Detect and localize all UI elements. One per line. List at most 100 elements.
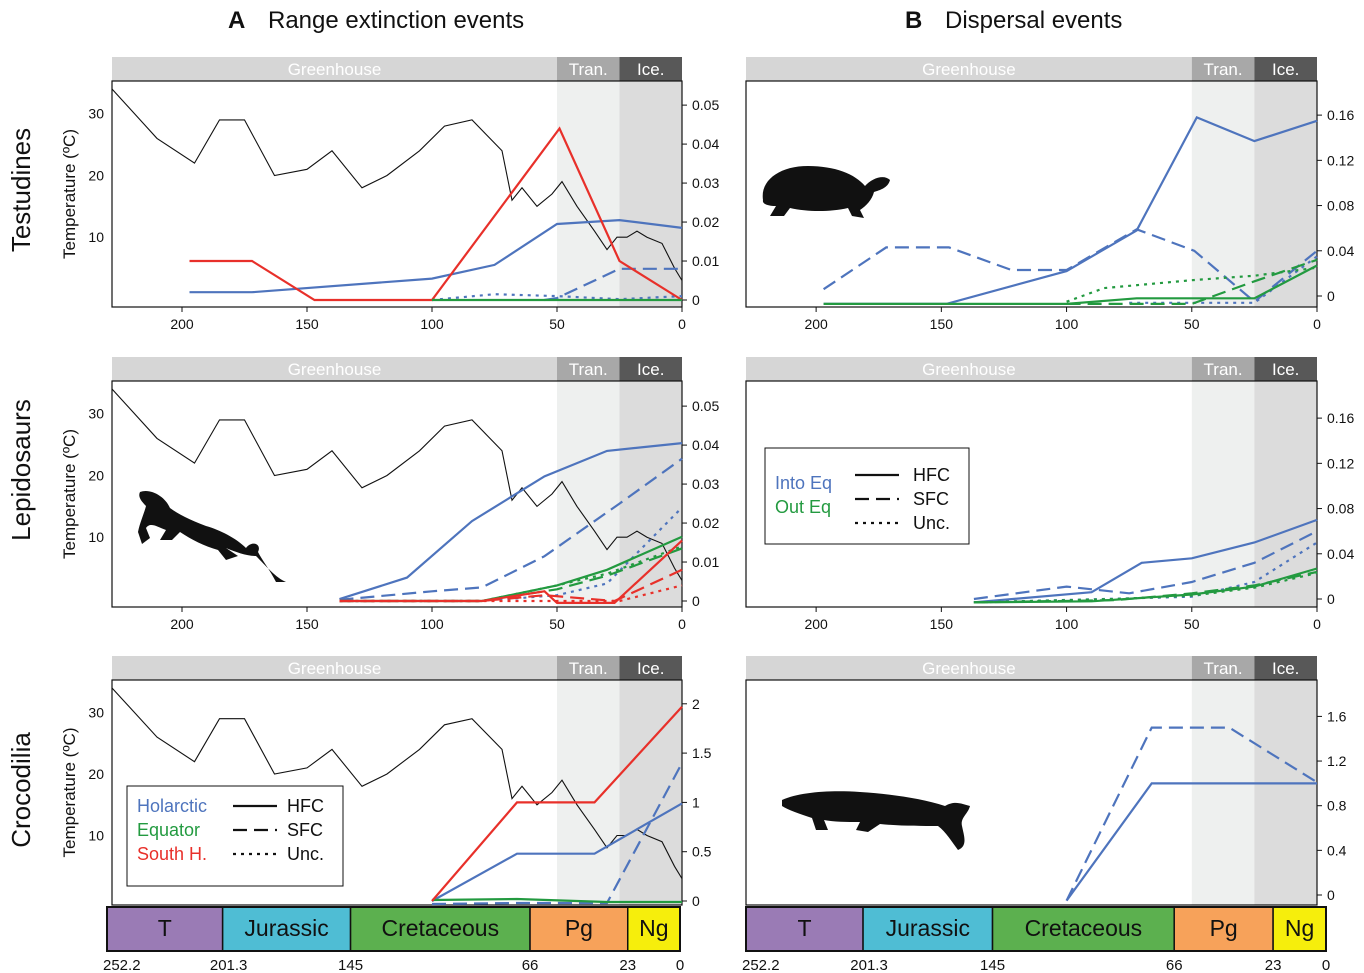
turtle-silhouette bbox=[762, 166, 890, 218]
b-lepidosaurs-band-tran bbox=[1191, 357, 1255, 381]
b-lepidosaurs-transition-shade bbox=[1191, 381, 1255, 607]
a-crocodilia-transition-shade bbox=[557, 680, 620, 905]
a-testudines-temperature-tick: 10 bbox=[88, 229, 104, 245]
a-lepidosaurs-temperature-tick: 10 bbox=[88, 529, 104, 545]
b-testudines-band-greenhouse-label: Greenhouse bbox=[922, 60, 1016, 79]
a-crocodilia-temperature-tick: 10 bbox=[88, 828, 104, 844]
a-testudines-temperature-curve bbox=[111, 88, 683, 281]
b-lepidosaurs-ice-shade bbox=[1254, 381, 1317, 607]
b-lepidosaurs-right-tick-label: 0.08 bbox=[1327, 501, 1354, 517]
a-testudines-band-ice bbox=[619, 57, 682, 81]
a-lepidosaurs-x-tick-label: 0 bbox=[678, 616, 686, 632]
a-crocodilia-band-tran-label: Tran. bbox=[569, 659, 608, 678]
b-lepidosaurs-series-out-eq-sfc bbox=[973, 570, 1318, 604]
b-testudines-transition-shade bbox=[1191, 81, 1255, 307]
a-lepidosaurs-right-tick-label: 0.05 bbox=[692, 398, 719, 414]
b-testudines-band-tran-label: Tran. bbox=[1204, 60, 1243, 79]
legend-b-direction-label: Into Eq bbox=[775, 473, 832, 493]
panel-b-letter: B bbox=[905, 7, 922, 34]
b-lepidosaurs-right-tick-label: 0.12 bbox=[1327, 455, 1354, 471]
a-lepidosaurs-x-tick-label: 100 bbox=[420, 616, 444, 632]
a-testudines-right-tick-label: 0.01 bbox=[692, 253, 719, 269]
b-crocodilia-band-greenhouse-label: Greenhouse bbox=[922, 659, 1016, 678]
a-lepidosaurs-band-tran bbox=[557, 357, 620, 381]
a-lepidosaurs-x-tick-label: 50 bbox=[549, 616, 565, 632]
timescale-0-frame bbox=[106, 906, 681, 952]
a-lepidosaurs-right-tick-label: 0.01 bbox=[692, 554, 719, 570]
a-lepidosaurs-band-greenhouse-label: Greenhouse bbox=[288, 360, 382, 379]
a-crocodilia-band-greenhouse-label: Greenhouse bbox=[288, 659, 382, 678]
b-lepidosaurs-band-greenhouse-label: Greenhouse bbox=[922, 360, 1016, 379]
a-testudines-x-tick-label: 150 bbox=[295, 316, 319, 332]
timescale-1-period-label: Jurassic bbox=[886, 915, 970, 941]
b-lepidosaurs-band-greenhouse bbox=[746, 357, 1192, 381]
b-testudines-x-tick-label: 200 bbox=[804, 316, 828, 332]
a-lepidosaurs-plot-frame bbox=[111, 380, 683, 608]
legend-a-region-label: South H. bbox=[137, 844, 207, 864]
a-crocodilia-right-tick-label: 2 bbox=[692, 696, 700, 712]
b-crocodilia-transition-shade bbox=[1191, 680, 1255, 905]
b-lepidosaurs-band-ice-label: Ice. bbox=[1272, 360, 1299, 379]
legend-a-region-label: Holarctic bbox=[137, 796, 207, 816]
legend-a-style-label: HFC bbox=[287, 796, 324, 816]
b-lepidosaurs-x-tick-label: 50 bbox=[1184, 616, 1200, 632]
b-testudines-series-into-eq-sfc bbox=[822, 228, 1318, 304]
a-lepidosaurs-x-tick-label: 150 bbox=[295, 616, 319, 632]
b-testudines-plot-frame bbox=[745, 80, 1318, 308]
a-testudines-right-tick-label: 0.05 bbox=[692, 97, 719, 113]
b-crocodilia-right-tick-label: 0 bbox=[1327, 887, 1335, 903]
a-crocodilia-series-holarctic-sfc bbox=[431, 762, 683, 906]
b-crocodilia-series-into-eq-sfc bbox=[1065, 726, 1318, 902]
b-testudines-right-tick-label: 0.16 bbox=[1327, 107, 1354, 123]
timescale-0-period-label: Ng bbox=[639, 915, 668, 941]
a-lepidosaurs-series-equator-unc bbox=[339, 545, 683, 603]
timescale-1-period-label: Pg bbox=[1210, 915, 1238, 941]
a-testudines-x-tick-label: 0 bbox=[678, 316, 686, 332]
crocodile-silhouette bbox=[782, 791, 970, 850]
timescale-1-frame bbox=[745, 906, 1327, 952]
legend-a-style-label: Unc. bbox=[287, 844, 324, 864]
a-testudines-band-tran bbox=[557, 57, 620, 81]
b-crocodilia-series-into-eq-hfc bbox=[1065, 782, 1317, 902]
b-crocodilia-band-tran-label: Tran. bbox=[1204, 659, 1243, 678]
a-testudines-plot-frame bbox=[111, 80, 683, 308]
b-testudines-band-ice-label: Ice. bbox=[1272, 60, 1299, 79]
b-lepidosaurs-right-tick-label: 0.16 bbox=[1327, 410, 1354, 426]
a-testudines-temperature-axis-label: Temperature (ºC) bbox=[60, 129, 79, 259]
timescale-1-boundary-label: 23 bbox=[1265, 957, 1282, 973]
timescale-0-period-label: Pg bbox=[565, 915, 593, 941]
a-crocodilia-right-tick-label: 0 bbox=[692, 893, 700, 909]
legend-a-box bbox=[126, 785, 344, 887]
b-lepidosaurs-right-tick-label: 0.04 bbox=[1327, 546, 1354, 562]
b-crocodilia-band-greenhouse bbox=[746, 656, 1192, 680]
timescale-1-period-box bbox=[1173, 906, 1274, 952]
timescale-1-period-box bbox=[1272, 906, 1327, 952]
a-lepidosaurs-right-tick-label: 0.03 bbox=[692, 476, 719, 492]
timescale-0-period-label: T bbox=[158, 915, 172, 941]
legend-b-box bbox=[764, 447, 970, 545]
legend-b-style-label: SFC bbox=[913, 489, 949, 509]
panel-b-title: Dispersal events bbox=[945, 7, 1122, 34]
b-testudines-right-tick-label: 0.08 bbox=[1327, 198, 1354, 214]
b-testudines-x-tick-label: 150 bbox=[930, 316, 954, 332]
b-testudines-band-tran bbox=[1191, 57, 1255, 81]
a-lepidosaurs-band-greenhouse bbox=[112, 357, 557, 381]
a-crocodilia-right-tick-label: 1.5 bbox=[692, 745, 712, 761]
timescale-1-period-box bbox=[745, 906, 864, 952]
a-lepidosaurs-series-south-h--unc bbox=[339, 584, 683, 603]
b-testudines-series-out-eq-sfc bbox=[1066, 258, 1318, 305]
timescale-0-boundary-label: 66 bbox=[522, 957, 539, 973]
a-crocodilia-ice-shade bbox=[619, 680, 682, 905]
timescale-1-boundary-label: 0 bbox=[1322, 957, 1330, 973]
timescale-0-period-box bbox=[349, 906, 531, 952]
a-crocodilia-series-south-h--hfc bbox=[431, 706, 683, 902]
b-lepidosaurs-series-into-eq-hfc bbox=[973, 518, 1318, 604]
timescale-1-period-label: T bbox=[797, 915, 811, 941]
b-lepidosaurs-series-out-eq-unc bbox=[973, 571, 1318, 604]
b-testudines-series-out-eq-unc bbox=[1066, 266, 1318, 303]
a-testudines-band-greenhouse-label: Greenhouse bbox=[288, 60, 382, 79]
b-crocodilia-band-ice bbox=[1254, 656, 1317, 680]
a-lepidosaurs-temperature-tick: 30 bbox=[88, 406, 104, 422]
